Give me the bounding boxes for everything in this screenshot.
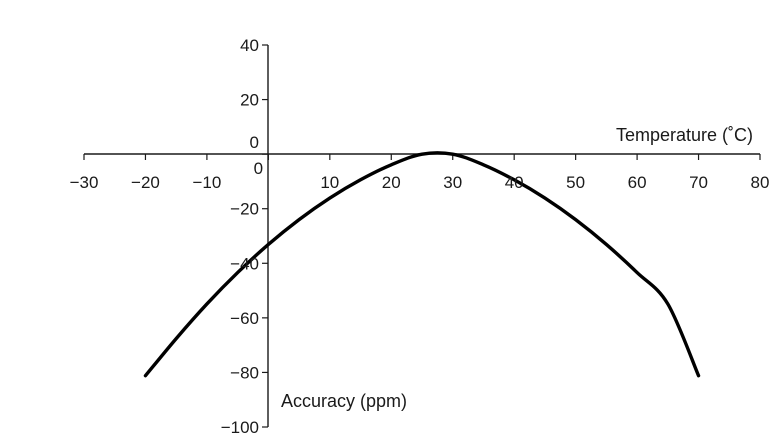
- x-tick-label: −10: [192, 173, 221, 192]
- ticks: [83, 44, 761, 428]
- y-tick-label: −60: [230, 309, 259, 328]
- y-tick-label: 0: [250, 133, 259, 152]
- accuracy-curve: [143, 151, 701, 378]
- x-tick-label: 20: [382, 173, 401, 192]
- x-tick-label: 10: [320, 173, 339, 192]
- x-tick-label: 60: [628, 173, 647, 192]
- y-tick-label: 20: [240, 91, 259, 110]
- y-tick-label: 40: [240, 36, 259, 55]
- axes: [84, 45, 760, 427]
- y-axis-title: Accuracy (ppm): [281, 391, 407, 411]
- x-tick-label: −20: [131, 173, 160, 192]
- x-tick-label: −30: [70, 173, 99, 192]
- x-tick-label: 70: [689, 173, 708, 192]
- x-tick-label: 50: [566, 173, 585, 192]
- x-axis-title: Temperature (˚C): [616, 125, 753, 145]
- x-tick-label: 80: [751, 173, 770, 192]
- x-tick-label: 30: [443, 173, 462, 192]
- series-layer: [143, 151, 701, 378]
- y-tick-label: −100: [221, 418, 259, 437]
- y-tick-label: −80: [230, 363, 259, 382]
- y-tick-label: −20: [230, 200, 259, 219]
- y-tick-label: −40: [230, 254, 259, 273]
- x-tick-label: 40: [505, 173, 524, 192]
- x-tick-label: 0: [254, 159, 263, 178]
